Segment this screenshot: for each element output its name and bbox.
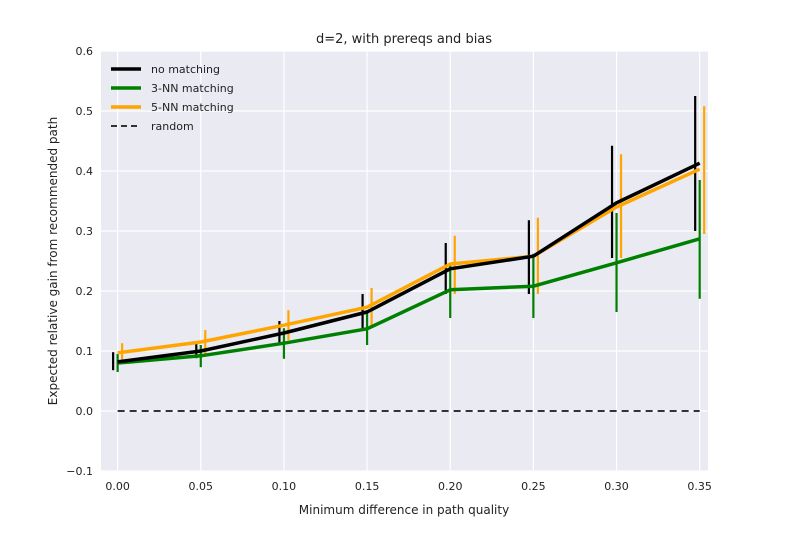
- plot-area: [101, 51, 708, 471]
- ticks: 0.00 0.05 0.10 0.15 0.20 0.25 0.30 0.35 −0.1 0.0 0…: [66, 45, 712, 493]
- series-line-5-nn-matching: [117, 167, 701, 355]
- y-tick-label: 0.2: [76, 285, 94, 298]
- y-tick-label: 0.0: [76, 405, 94, 418]
- chart-title: d=2, with prereqs and bias: [316, 32, 492, 47]
- y-tick-label: 0.1: [76, 345, 94, 358]
- x-tick-label: 0.25: [521, 480, 546, 493]
- series-layer: [112, 96, 706, 412]
- x-tick-label: 0.15: [355, 480, 380, 493]
- x-tick-label: 0.20: [438, 480, 463, 493]
- y-tick-label: 0.3: [76, 225, 94, 238]
- legend-label: random: [151, 120, 194, 133]
- grid: [101, 50, 708, 472]
- y-tick-label: 0.5: [76, 105, 94, 118]
- legend-label: no matching: [151, 63, 220, 76]
- series-line-no-matching: [117, 161, 701, 364]
- x-axis-label: Minimum difference in path quality: [299, 503, 509, 517]
- y-tick-label: 0.4: [76, 165, 94, 178]
- x-tick-label: 0.00: [105, 480, 130, 493]
- x-tick-label: 0.35: [687, 480, 712, 493]
- legend-label: 3-NN matching: [151, 82, 234, 95]
- legend-label: 5-NN matching: [151, 101, 234, 114]
- x-tick-label: 0.10: [272, 480, 297, 493]
- y-tick-label: 0.6: [76, 45, 94, 58]
- y-tick-label: −0.1: [66, 465, 93, 478]
- series-line-3-nn-matching: [117, 237, 701, 365]
- x-tick-label: 0.30: [604, 480, 629, 493]
- legend: no matching 3-NN matching 5-NN matching ran…: [111, 63, 234, 133]
- x-tick-label: 0.05: [189, 480, 214, 493]
- y-axis-label: Expected relative gain from recommended …: [46, 117, 60, 405]
